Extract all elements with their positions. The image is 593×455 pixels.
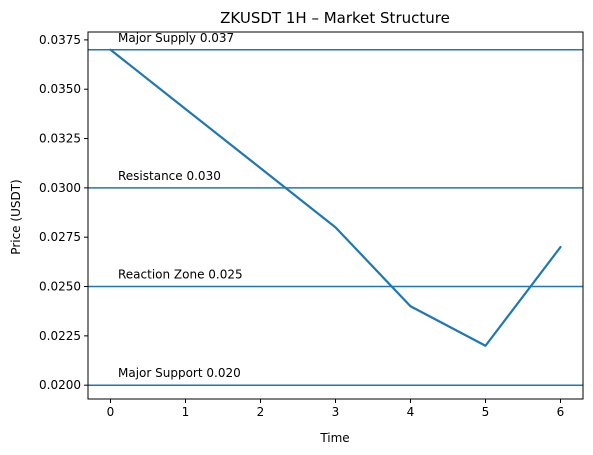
x-tick-label: 2 (257, 405, 265, 419)
x-tick-label: 5 (482, 405, 490, 419)
x-tick-label: 0 (107, 405, 115, 419)
chart-title: ZKUSDT 1H – Market Structure (220, 9, 450, 27)
y-tick-label: 0.0225 (39, 329, 81, 343)
level-label: Major Supply 0.037 (118, 31, 234, 45)
x-tick-label: 6 (557, 405, 565, 419)
y-tick-label: 0.0375 (39, 33, 81, 47)
y-axis-label: Price (USDT) (9, 179, 23, 254)
y-tick-label: 0.0200 (39, 378, 81, 392)
x-tick-label: 4 (407, 405, 415, 419)
x-tick-label: 1 (182, 405, 190, 419)
series-layer (109, 48, 562, 347)
x-axis-label: Time (319, 431, 349, 445)
level-label: Reaction Zone 0.025 (118, 268, 243, 282)
x-tick-label: 3 (332, 405, 340, 419)
y-tick-label: 0.0300 (39, 181, 81, 195)
y-tick-label: 0.0350 (39, 82, 81, 96)
y-tick-label: 0.0325 (39, 132, 81, 146)
level-label: Major Support 0.020 (118, 366, 241, 380)
axes-layer: 0 1 2 3 4 5 6 0.0200 0.0225 0.0250 0.0275 0.0300 0.0… (39, 31, 584, 419)
levels-layer: Major Supply 0.037 Resistance 0.030 Reacti… (88, 31, 583, 386)
level-label: Resistance 0.030 (118, 169, 221, 183)
y-tick-label: 0.0275 (39, 230, 81, 244)
y-tick-label: 0.0250 (39, 280, 81, 294)
